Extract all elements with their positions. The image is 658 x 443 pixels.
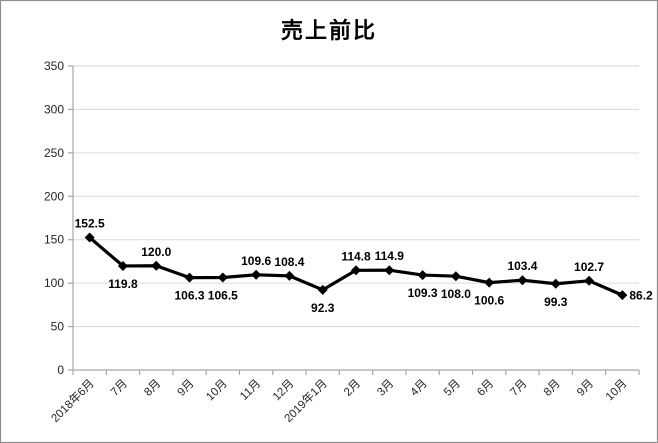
data-point-marker [584,275,595,286]
data-point-marker [517,275,528,286]
data-point-marker [417,270,428,281]
data-label: 106.3 [175,289,205,303]
x-tick-label: 11月 [238,378,263,403]
x-tick-label: 12月 [271,378,297,404]
data-point-marker [151,260,162,271]
data-label: 102.7 [574,260,604,274]
data-point-marker [617,290,628,301]
data-point-marker [450,271,461,282]
data-point-marker [384,265,395,276]
x-tick-label: 8月 [542,378,563,399]
x-tick-label: 5月 [442,378,463,399]
x-tick-label: 3月 [375,378,396,399]
x-tick-label: 4月 [409,378,430,399]
data-label: 108.4 [274,255,304,269]
y-tick-label: 50 [51,320,65,334]
y-tick-label: 350 [44,59,64,73]
y-tick-label: 200 [44,189,64,203]
chart-title: 売上前比 [280,18,377,43]
data-label: 99.3 [544,295,568,309]
x-tick-label: 9月 [575,378,596,399]
y-tick-label: 0 [57,363,64,377]
data-label: 114.8 [341,249,371,263]
data-point-marker [550,278,561,289]
data-point-marker [184,272,195,283]
data-point-marker [217,272,228,283]
data-label: 92.3 [311,301,335,315]
data-point-marker [484,277,495,288]
data-label: 103.4 [507,259,537,273]
data-label: 100.6 [474,294,504,308]
x-tick-label: 7月 [508,378,529,399]
data-label: 119.8 [108,277,138,291]
data-label: 120.0 [141,245,171,259]
data-label: 86.2 [629,289,653,303]
x-tick-label: 6月 [475,378,496,399]
data-label: 114.9 [375,249,405,263]
data-point-marker [251,269,262,280]
x-tick-label: 8月 [142,378,163,399]
data-label: 106.5 [208,288,238,302]
y-tick-label: 150 [44,233,64,247]
data-point-marker [284,270,295,281]
data-label: 109.6 [241,254,271,268]
data-point-marker [317,284,328,295]
y-tick-label: 300 [44,102,64,116]
data-point-marker [351,265,361,276]
x-tick-label: 10月 [204,378,230,404]
x-tick-label: 10月 [604,378,630,404]
data-label: 109.3 [408,286,438,300]
y-tick-label: 250 [44,146,64,160]
data-label: 152.5 [75,217,105,231]
data-label: 108.0 [441,287,471,301]
data-point-marker [117,260,128,271]
data-point-marker [84,232,95,243]
x-tick-label: 9月 [176,378,197,399]
x-tick-label: 2月 [342,378,363,399]
y-tick-label: 100 [44,276,64,290]
x-tick-label: 7月 [109,378,130,399]
x-tick-label: 2018年6月 [48,376,97,425]
